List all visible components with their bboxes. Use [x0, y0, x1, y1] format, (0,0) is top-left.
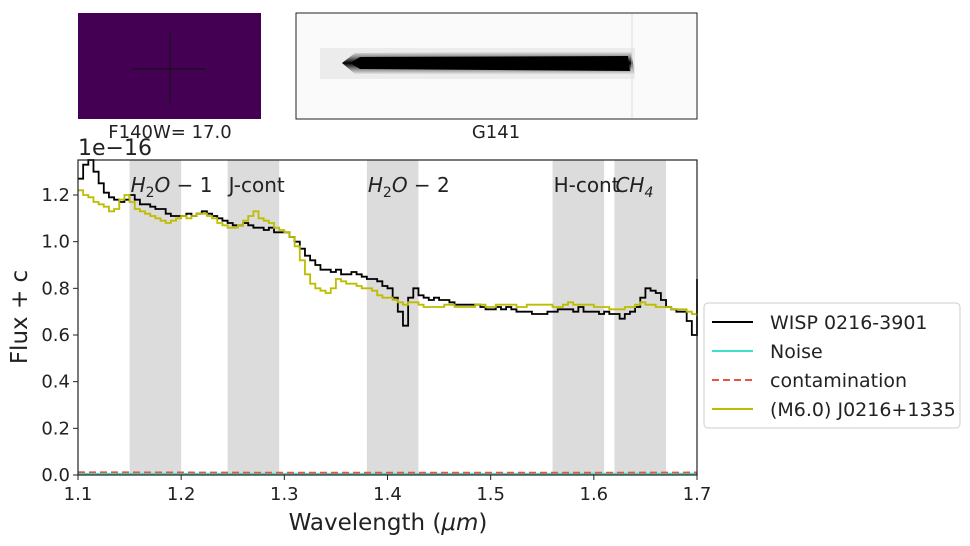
x-tick-label-1: 1.2 [167, 484, 196, 505]
x-tick-label-3: 1.4 [373, 484, 402, 505]
legend-box [703, 302, 961, 429]
legend-label-2: contamination [770, 370, 907, 392]
grism-image-label: G141 [472, 122, 520, 143]
x-axis-ticks: 1.1 1.2 1.3 1.4 1.5 1.6 1.7 [64, 475, 712, 505]
legend-label-3: (M6.0) J0216+1335 [770, 399, 956, 421]
band-label-1: J-cont [227, 173, 285, 197]
y-tick-label-4: 0.8 [41, 278, 70, 299]
y-tick-label-5: 1.0 [41, 232, 70, 253]
x-tick-label-4: 1.5 [476, 484, 505, 505]
series-lines [77, 159, 698, 475]
series-0-line [78, 159, 698, 336]
feature-bands [129, 160, 667, 475]
y-tick-label-3: 0.6 [41, 325, 70, 346]
y-tick-label-2: 0.4 [41, 372, 70, 393]
legend-label-1: Noise [770, 341, 823, 363]
legend-label-0: WISP 0216-3901 [770, 312, 928, 334]
x-tick-label-0: 1.1 [64, 484, 93, 505]
offset-text: 1e−16 [78, 136, 152, 161]
band-0 [129, 160, 182, 475]
grism-image-thumbnail [295, 12, 698, 120]
spectrum-plot: 1.1 1.2 1.3 1.4 1.5 1.6 1.7 0.0 0.2 0.4 0.6 0.8 1.0… [7, 136, 711, 536]
series-1-line [78, 472, 698, 475]
y-tick-label-1: 0.2 [41, 418, 70, 439]
band-label-0: H2O − 1 [131, 173, 213, 201]
x-tick-label-5: 1.6 [580, 484, 609, 505]
y-axis-label: Flux + c [7, 270, 33, 364]
grism-trace-core [350, 56, 630, 71]
x-tick-label-6: 1.7 [683, 484, 712, 505]
y-tick-label-6: 1.2 [41, 185, 70, 206]
band-3 [552, 160, 605, 475]
y-axis-ticks: 0.0 0.2 0.4 0.6 0.8 1.0 1.2 [41, 185, 78, 486]
direct-image-label: F140W= 17.0 [108, 122, 231, 143]
direct-image-thumbnail [78, 13, 261, 119]
band-label-2: H2O − 2 [368, 173, 450, 201]
x-tick-label-2: 1.3 [270, 484, 299, 505]
band-label-4: CH4 [615, 173, 653, 201]
x-axis-label: Wavelength (μm) [289, 510, 488, 536]
band-2 [366, 160, 419, 475]
band-label-3: H-cont [554, 173, 620, 197]
y-tick-label-0: 0.0 [41, 465, 70, 486]
series-3-line [78, 189, 698, 317]
legend: WISP 0216-3901 Noise contamination (M6.0) J… [703, 302, 961, 429]
band-1 [227, 160, 280, 475]
band-4 [614, 160, 667, 475]
